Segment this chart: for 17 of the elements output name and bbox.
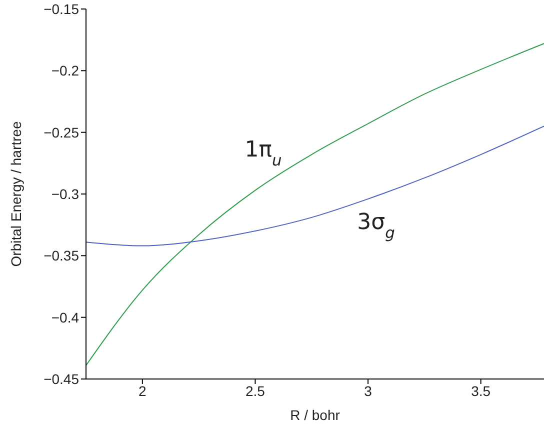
y-tick-label: −0.35 bbox=[44, 248, 80, 264]
y-tick-label: −0.15 bbox=[44, 0, 80, 17]
x-tick-label: 2 bbox=[138, 382, 147, 399]
y-tick-label: −0.2 bbox=[51, 62, 80, 79]
y-tick-label: −0.45 bbox=[44, 370, 80, 387]
x-tick-label: 3 bbox=[364, 382, 372, 399]
x-tick-label: 3.5 bbox=[471, 382, 491, 399]
y-tick-label: −0.4 bbox=[51, 309, 80, 326]
y-axis-title: Orbital Energy / hartree bbox=[8, 121, 24, 267]
line-series bbox=[86, 43, 544, 366]
series-label: 1π$_{u}$ bbox=[244, 137, 282, 170]
y-tick-label: −0.3 bbox=[51, 186, 80, 202]
y-tick-label: −0.25 bbox=[44, 124, 80, 140]
x-axis-title: R / bohr bbox=[290, 407, 340, 423]
line-series bbox=[86, 126, 544, 246]
series-label: 3σ$_{g}$ bbox=[357, 210, 396, 242]
x-tick-label: 2.5 bbox=[245, 382, 266, 399]
